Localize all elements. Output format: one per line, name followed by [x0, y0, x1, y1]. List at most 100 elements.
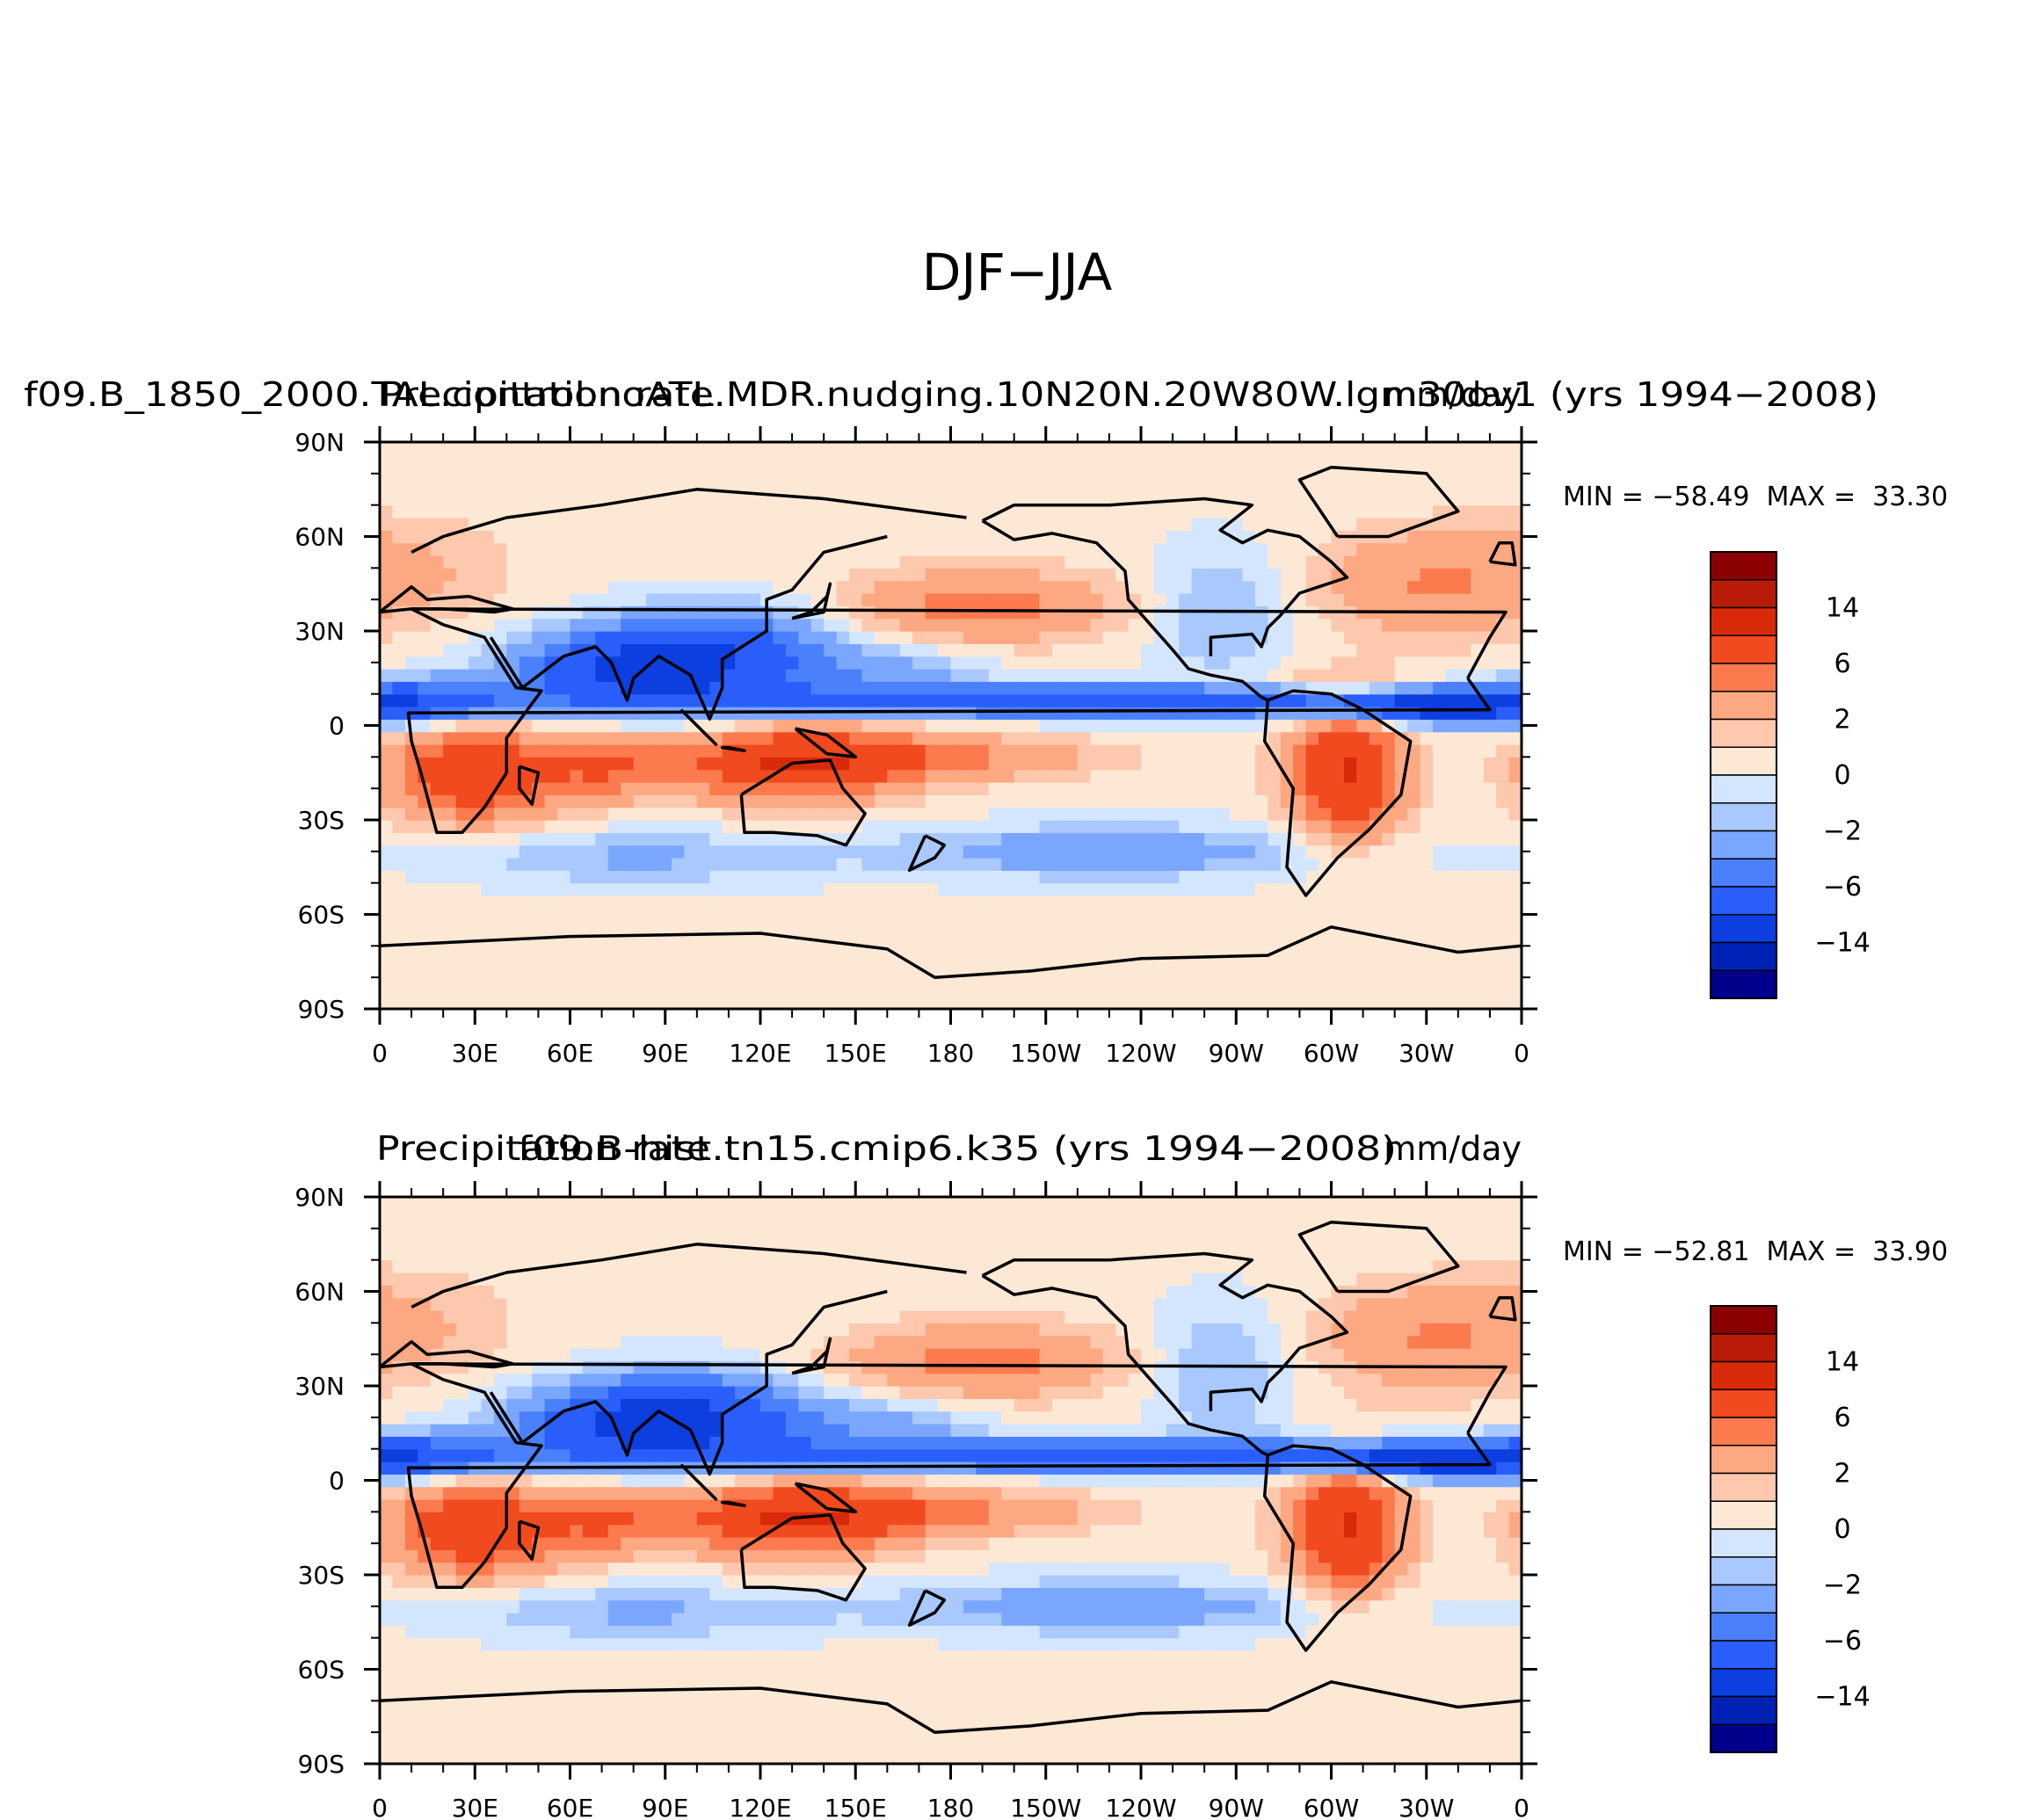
- field-cell: [582, 631, 596, 644]
- field-cell: [1483, 958, 1497, 972]
- field-cell: [1508, 1700, 1522, 1715]
- field-cell: [735, 580, 749, 594]
- field-cell: [1343, 858, 1357, 871]
- field-cell: [950, 744, 964, 758]
- field-cell: [1471, 731, 1485, 745]
- field-cell: [1407, 593, 1421, 606]
- field-cell: [1077, 744, 1091, 758]
- field-cell: [1254, 442, 1268, 455]
- field-cell: [455, 1675, 469, 1689]
- field-cell: [380, 530, 394, 544]
- field-cell: [747, 933, 761, 946]
- field-cell: [1204, 442, 1218, 455]
- field-cell: [760, 996, 774, 1009]
- field-cell: [1217, 467, 1231, 481]
- field-cell: [1191, 693, 1205, 707]
- field-cell: [519, 908, 533, 922]
- field-cell: [1483, 769, 1497, 783]
- field-cell: [621, 958, 635, 972]
- field-cell: [1039, 643, 1053, 657]
- field-cell: [1051, 669, 1065, 682]
- field-cell: [684, 542, 698, 556]
- field-cell: [1420, 908, 1434, 922]
- field-cell: [1483, 1675, 1497, 1689]
- field-cell: [861, 442, 875, 455]
- field-cell: [887, 996, 901, 1009]
- field-cell: [430, 656, 444, 670]
- field-cell: [696, 769, 710, 783]
- field-cell: [1394, 693, 1408, 707]
- field-cell: [836, 643, 850, 657]
- field-cell: [418, 643, 432, 657]
- field-cell: [418, 820, 432, 833]
- field-cell: [1064, 971, 1079, 984]
- field-cell: [938, 442, 952, 455]
- field-cell: [938, 731, 952, 745]
- field-cell: [671, 467, 685, 481]
- field-cell: [1001, 996, 1015, 1009]
- field-cell: [1471, 971, 1485, 984]
- field-cell: [1356, 669, 1370, 682]
- field-cell: [925, 693, 939, 707]
- field-cell: [760, 1688, 774, 1701]
- field-cell: [925, 1713, 939, 1727]
- field-cell: [1471, 1688, 1485, 1701]
- field-cell: [735, 882, 749, 896]
- field-cell: [1382, 593, 1396, 606]
- field-cell: [722, 542, 736, 556]
- field-cell: [544, 807, 558, 821]
- field-cell: [1102, 719, 1116, 733]
- field-cell: [1407, 504, 1421, 518]
- field-cell: [570, 442, 584, 455]
- field-cell: [418, 669, 432, 682]
- field-cell: [1508, 1738, 1522, 1752]
- field-cell: [1293, 782, 1307, 795]
- field-cell: [798, 693, 812, 707]
- field-cell: [595, 782, 609, 795]
- field-cell: [849, 555, 863, 569]
- field-cell: [836, 971, 850, 984]
- field-cell: [404, 882, 418, 896]
- field-cell: [1382, 769, 1396, 783]
- field-cell: [684, 845, 698, 859]
- field-cell: [532, 1751, 546, 1764]
- field-cell: [1432, 1738, 1446, 1752]
- field-cell: [1077, 1726, 1091, 1739]
- field-cell: [1077, 731, 1091, 745]
- field-cell: [607, 555, 621, 569]
- field-cell: [506, 920, 520, 934]
- field-cell: [1141, 870, 1155, 884]
- field-cell: [1166, 870, 1180, 884]
- colorbar-label: 0: [1834, 760, 1850, 791]
- field-cell: [1268, 996, 1282, 1009]
- field-cell: [557, 731, 571, 745]
- field-cell: [380, 1726, 394, 1739]
- field-cell: [722, 593, 736, 606]
- coastline: [981, 497, 1349, 656]
- field-cell: [1369, 832, 1383, 846]
- field-cell: [887, 593, 901, 606]
- field-cell: [1115, 845, 1130, 859]
- field-cell: [1280, 580, 1294, 594]
- field-cell: [1001, 744, 1015, 758]
- field-cell: [963, 1663, 977, 1677]
- field-cell: [404, 669, 418, 682]
- field-cell: [1254, 542, 1268, 556]
- field-cell: [506, 820, 520, 833]
- field-cell: [684, 631, 698, 644]
- field-cell: [1141, 882, 1155, 896]
- field-cell: [1319, 568, 1333, 582]
- field-cell: [1420, 1751, 1434, 1764]
- field-cell: [1230, 882, 1244, 896]
- field-cell: [646, 643, 660, 657]
- field-cell: [912, 707, 926, 720]
- colorbar-swatch: [1710, 802, 1777, 832]
- field-cell: [861, 719, 875, 733]
- field-cell: [861, 996, 875, 1009]
- field-cell: [1051, 442, 1065, 455]
- panel-top: f09.B_1850_2000.TAL.control.noATL.MDR.nu…: [24, 375, 1948, 1068]
- field-cell: [1457, 908, 1471, 922]
- field-cell: [519, 492, 533, 506]
- field-cell: [1496, 442, 1510, 455]
- field-cell: [658, 605, 672, 620]
